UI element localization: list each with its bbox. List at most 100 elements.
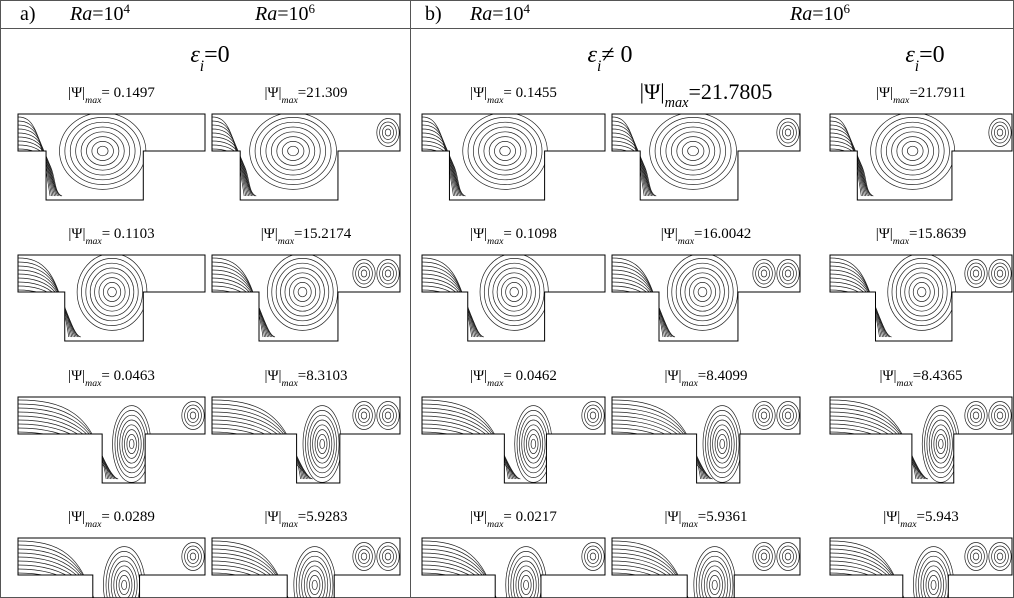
vortex: [298, 287, 307, 297]
vortex: [182, 402, 204, 430]
plot-caption-part: max: [665, 95, 689, 111]
plot-caption: |Ψ|max= 0.1103: [68, 226, 154, 247]
streamline: [830, 266, 883, 337]
streamline: [18, 400, 106, 479]
plot-caption-part: = 0.1098: [503, 226, 556, 242]
vortex: [382, 267, 393, 281]
vortex: [761, 270, 767, 277]
plot-caption-part: =21.7805: [688, 79, 772, 104]
vortex: [111, 561, 137, 598]
vortex: [288, 146, 299, 156]
vortex: [655, 117, 731, 184]
plot-caption-part: |Ψ|: [68, 368, 85, 384]
plot-caption-part: =5.9283: [298, 509, 348, 525]
plot-caption-part: =21.309: [298, 85, 348, 101]
streamline: [18, 557, 103, 598]
streamlines: [18, 113, 146, 196]
streamlines: [830, 254, 1011, 337]
vortex: [989, 543, 1011, 571]
cavity-outline: [212, 255, 400, 341]
plot-caption: |Ψ|max=5.9283: [264, 509, 347, 530]
plot-caption: |Ψ|max=8.4099: [664, 368, 747, 389]
vortex: [970, 550, 981, 564]
cavity-outline: [612, 255, 800, 341]
streamline: [212, 408, 304, 479]
vortex: [385, 270, 391, 277]
vortex: [698, 287, 707, 297]
streamline: [422, 432, 520, 479]
vortex: [385, 412, 391, 419]
vortex: [122, 425, 141, 463]
vortex: [897, 137, 929, 166]
vortex: [468, 117, 542, 184]
vortex: [785, 129, 791, 136]
vortex: [267, 254, 337, 331]
vortex: [672, 258, 733, 325]
streamlines: [212, 541, 399, 598]
vortex: [886, 127, 939, 175]
vortex: [506, 547, 547, 598]
vortex: [660, 122, 725, 180]
plot-caption-part: max: [682, 378, 699, 389]
streamline: [612, 145, 655, 196]
vortex: [905, 273, 939, 311]
vortex: [671, 132, 714, 170]
plot-caption-part: max: [487, 519, 504, 530]
plot-caption-part: =8.4365: [913, 368, 963, 384]
cavity-outline: [212, 114, 400, 200]
vortex: [353, 543, 375, 571]
vortex: [758, 267, 769, 281]
plot-caption-part: =5.943: [917, 509, 959, 525]
vortex: [289, 278, 315, 307]
vortex: [127, 434, 137, 453]
header-part: Ra: [789, 3, 812, 25]
streamlines: [212, 400, 399, 482]
streamline: [612, 266, 666, 337]
vortex: [871, 113, 955, 190]
cavity-outline: [422, 397, 605, 483]
streamlines: [18, 541, 204, 598]
plot-caption-part: max: [85, 519, 102, 530]
vortex: [582, 543, 604, 571]
vortex: [928, 575, 938, 594]
subheader: εi≠ 0: [588, 42, 633, 75]
plot-caption-part: = 0.1497: [101, 85, 155, 101]
plot-caption-part: = 0.0217: [503, 509, 557, 525]
streamline: [422, 561, 507, 598]
vortex: [358, 550, 369, 564]
plot-caption-part: max: [893, 236, 910, 247]
vortex: [353, 402, 375, 430]
vortex: [587, 550, 598, 564]
vortex: [694, 547, 736, 598]
streamline: [212, 557, 297, 598]
plot-caption-part: max: [900, 519, 917, 530]
streamlines: [422, 400, 604, 482]
plot-caption: |Ψ|max=15.2174: [261, 226, 352, 247]
vortex: [761, 412, 767, 419]
vortex: [782, 550, 793, 564]
vortex: [266, 127, 320, 175]
plot-caption-part: = 0.0462: [503, 368, 556, 384]
plot-caption-part: |Ψ|: [264, 85, 281, 101]
streamline: [212, 412, 305, 479]
streamline: [830, 400, 916, 479]
streamline: [212, 266, 266, 337]
plot-caption: |Ψ|max= 0.1098: [470, 226, 557, 247]
plot-caption-part: =16.0042: [694, 226, 751, 242]
vortex: [777, 402, 799, 430]
vortex: [95, 273, 130, 311]
header-part: =10: [92, 3, 123, 25]
plot-caption-part: max: [678, 236, 695, 247]
streamline: [18, 266, 72, 337]
streamlines: [612, 254, 799, 337]
streamline: [18, 573, 109, 598]
vortex: [708, 415, 737, 473]
vortex: [524, 425, 543, 463]
vortex: [712, 580, 717, 590]
plot-caption: |Ψ|max=8.4365: [879, 368, 962, 389]
streamline: [830, 432, 928, 479]
plot-caption: |Ψ|max=5.943: [883, 509, 959, 530]
vortex: [382, 126, 393, 140]
vortex: [361, 270, 367, 277]
vortex: [358, 267, 369, 281]
